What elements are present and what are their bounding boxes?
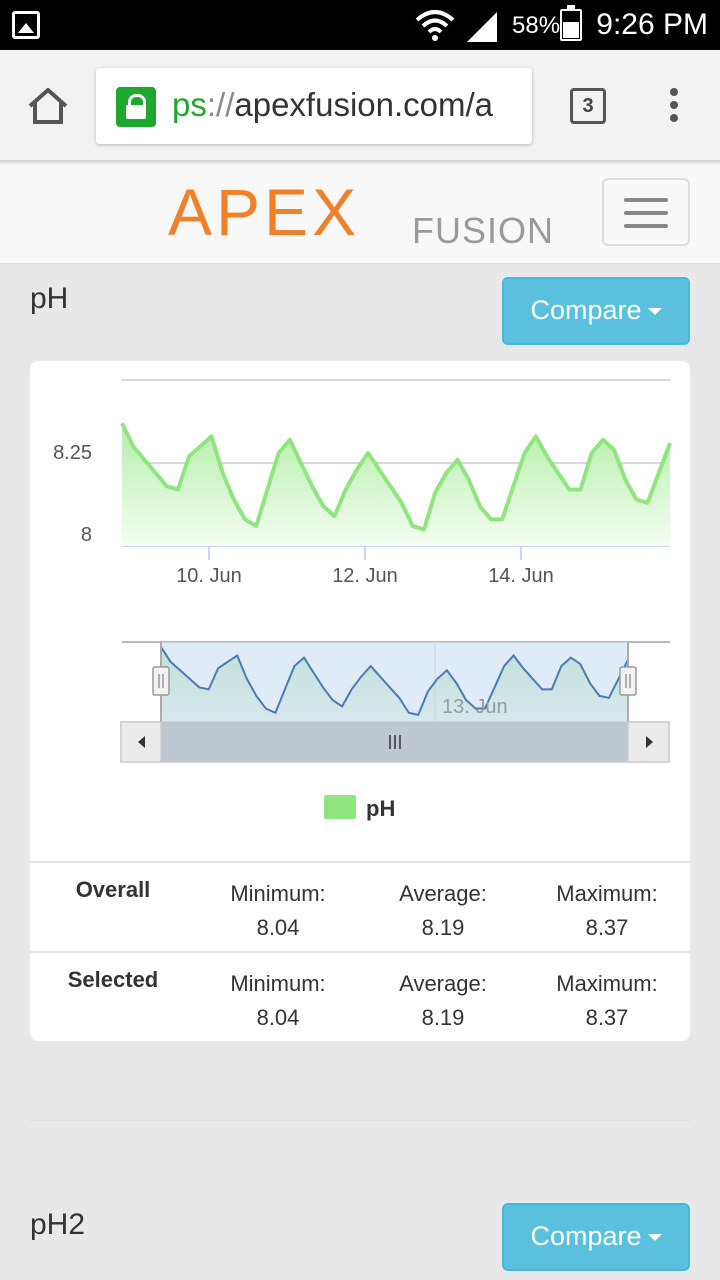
overall-average: Average: 8.19 bbox=[399, 881, 487, 940]
ph-series-line[interactable] bbox=[120, 422, 672, 532]
ph-chart[interactable]: 8.25 8 10. Jun 12. Jun 14. Jun 13. Jun bbox=[30, 361, 690, 861]
battery-percent: 58% bbox=[512, 12, 561, 39]
site-header: APEX FUSION bbox=[0, 164, 720, 264]
navigator-right-handle[interactable] bbox=[619, 666, 637, 696]
overall-maximum: Maximum: 8.37 bbox=[556, 881, 658, 940]
y-tick-label: 8.25 bbox=[53, 442, 92, 464]
section-title-ph: pH bbox=[30, 282, 69, 315]
y-tick-label: 8 bbox=[81, 524, 92, 546]
overflow-menu-icon[interactable] bbox=[668, 88, 680, 126]
caret-down-icon bbox=[647, 1234, 662, 1242]
home-icon[interactable] bbox=[26, 86, 70, 126]
browser-toolbar: ps://apexfusion.com/a 3 bbox=[0, 50, 720, 162]
x-tick-label: 10. Jun bbox=[176, 565, 242, 587]
ph-series-area bbox=[122, 423, 670, 546]
x-tick-label: 14. Jun bbox=[488, 565, 554, 587]
stats-row-selected: Selected Minimum: 8.04 Average: 8.19 Maxim… bbox=[30, 951, 690, 1041]
section-divider bbox=[30, 1120, 690, 1121]
status-bar: 58% 9:26 PM bbox=[0, 0, 720, 50]
address-bar[interactable]: ps://apexfusion.com/a bbox=[96, 68, 532, 144]
signal-icon bbox=[467, 12, 497, 42]
ph-stats-table: Overall Minimum: 8.04 Average: 8.19 Maximu… bbox=[30, 861, 690, 1041]
legend-item-ph[interactable]: pH bbox=[324, 795, 395, 821]
compare-button[interactable]: Compare bbox=[502, 277, 690, 345]
overall-minimum: Minimum: 8.04 bbox=[230, 881, 326, 940]
legend-swatch bbox=[324, 795, 356, 819]
navigator-left-handle[interactable] bbox=[152, 666, 170, 696]
compare-button-ph2[interactable]: Compare bbox=[502, 1203, 690, 1271]
arrow-right-icon bbox=[646, 736, 653, 748]
section-title-ph2: pH2 bbox=[30, 1208, 86, 1241]
selected-average: Average: 8.19 bbox=[399, 971, 487, 1030]
stats-row-label: Selected bbox=[67, 967, 159, 992]
scrollbar-left-arrow-button[interactable] bbox=[120, 721, 162, 763]
battery-icon bbox=[560, 5, 582, 41]
x-tick-label: 12. Jun bbox=[332, 565, 398, 587]
scrollbar-right-arrow-button[interactable] bbox=[627, 721, 670, 763]
stats-row-overall: Overall Minimum: 8.04 Average: 8.19 Maximu… bbox=[30, 861, 690, 951]
caret-down-icon bbox=[647, 308, 662, 316]
selected-minimum: Minimum: 8.04 bbox=[230, 971, 326, 1030]
lock-icon bbox=[116, 87, 156, 127]
url-text[interactable]: ps://apexfusion.com/a bbox=[172, 86, 494, 123]
navigator-date-label: 13. Jun bbox=[442, 696, 508, 718]
ph-chart-card: 8.25 8 10. Jun 12. Jun 14. Jun 13. Jun bbox=[30, 361, 690, 1041]
stats-row-label: Overall bbox=[75, 877, 151, 902]
scrollbar-grip-icon bbox=[389, 735, 401, 749]
tab-switcher-button[interactable]: 3 bbox=[570, 88, 606, 124]
arrow-left-icon bbox=[138, 736, 145, 748]
selected-maximum: Maximum: 8.37 bbox=[556, 971, 658, 1030]
navigator-selection[interactable] bbox=[161, 642, 628, 722]
legend-label: pH bbox=[366, 796, 395, 821]
wifi-icon bbox=[415, 10, 455, 41]
apex-fusion-logo[interactable]: APEX FUSION bbox=[168, 175, 555, 251]
clock: 9:26 PM bbox=[596, 8, 708, 41]
navigator-series-line bbox=[160, 646, 629, 717]
hamburger-menu-button[interactable] bbox=[602, 178, 690, 246]
gallery-icon bbox=[12, 11, 40, 39]
